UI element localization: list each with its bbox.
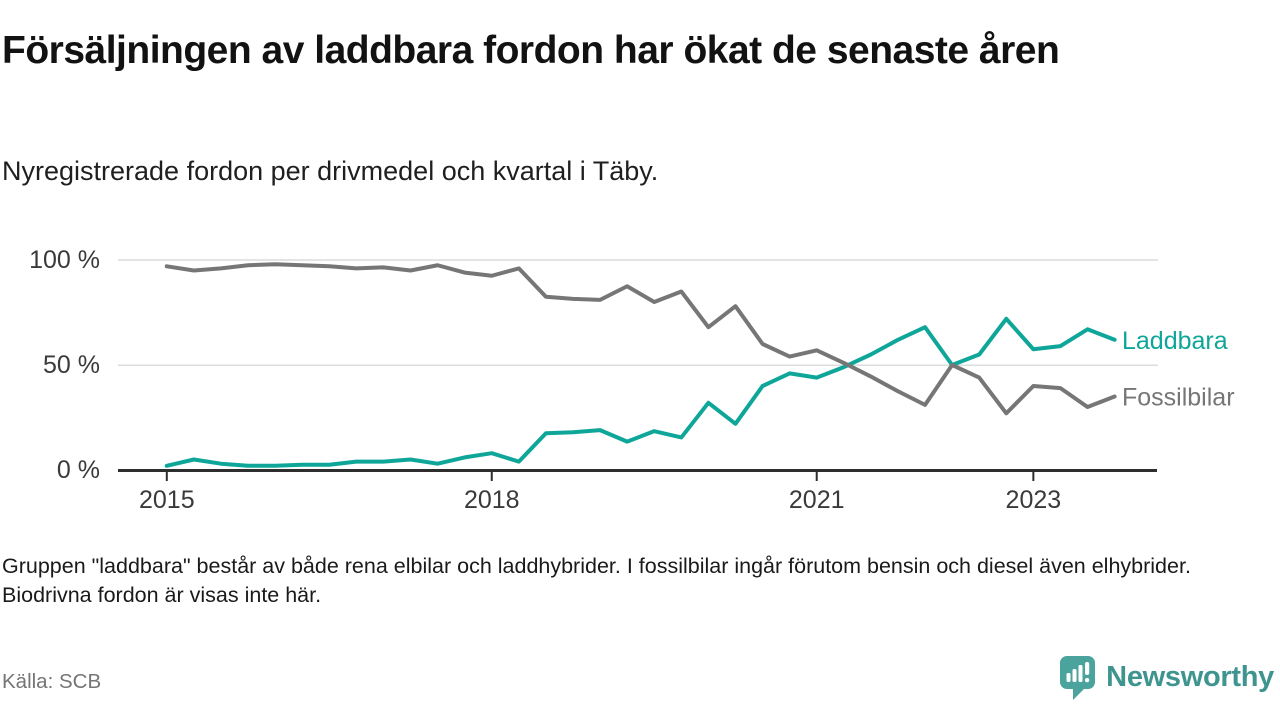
bar-chart-speech-bubble-icon [1060, 656, 1096, 700]
y-tick-label-50: 50 % [43, 351, 100, 379]
laddbara-line [164, 316, 1117, 468]
x-tick-label: 2021 [789, 486, 845, 514]
footnote: Gruppen "laddbara" består av både rena e… [2, 554, 1191, 608]
chart-subtitle: Nyregistrerade fordon per drivmedel och … [2, 156, 659, 186]
series-end-labels: Laddbara Fossilbilar [1122, 327, 1235, 412]
y-tick-label-100: 100 % [29, 246, 100, 274]
series-lines [164, 262, 1117, 468]
laddbara-label: Laddbara [1122, 327, 1228, 355]
fossilbilar-label: Fossilbilar [1122, 384, 1235, 412]
brand-name: Newsworthy [1106, 660, 1274, 693]
fossilbilar-line [164, 262, 1117, 416]
newsworthy-brand: Newsworthy [1058, 654, 1274, 700]
x-tick-label: 2018 [464, 486, 520, 514]
x-tick-label: 2023 [1006, 486, 1062, 514]
x-axis-ticks: 2015 2018 2021 2023 [139, 472, 1061, 514]
source-label: Källa: SCB [2, 670, 102, 693]
x-tick-label: 2015 [139, 486, 195, 514]
chart-title: Försäljningen av laddbara fordon har öka… [2, 29, 1060, 72]
y-tick-label-0: 0 % [57, 456, 100, 484]
